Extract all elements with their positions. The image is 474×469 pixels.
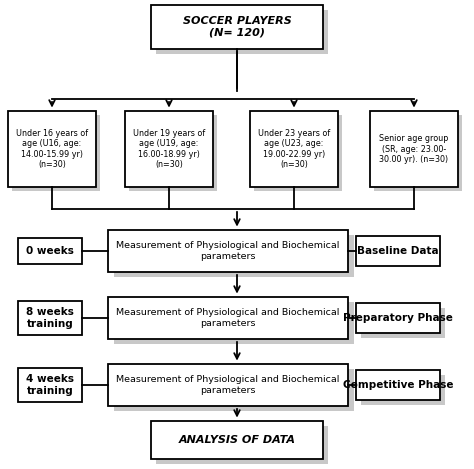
FancyBboxPatch shape (254, 115, 342, 191)
Text: 4 weeks
training: 4 weeks training (26, 374, 74, 396)
FancyBboxPatch shape (114, 369, 354, 411)
FancyBboxPatch shape (151, 421, 323, 459)
FancyBboxPatch shape (114, 235, 354, 277)
FancyBboxPatch shape (361, 308, 445, 338)
Text: Measurement of Physiological and Biochemical
parameters: Measurement of Physiological and Biochem… (116, 308, 340, 328)
Text: ANALYSIS OF DATA: ANALYSIS OF DATA (179, 435, 295, 445)
FancyBboxPatch shape (108, 364, 348, 406)
FancyBboxPatch shape (18, 368, 82, 402)
FancyBboxPatch shape (18, 238, 82, 264)
Text: Senior age group
(SR, age: 23.00-
30.00 yr). (n=30): Senior age group (SR, age: 23.00- 30.00 … (379, 134, 449, 164)
Text: Under 16 years of
age (U16, age:
14.00-15.99 yr)
(n=30): Under 16 years of age (U16, age: 14.00-1… (16, 129, 88, 169)
Text: Measurement of Physiological and Biochemical
parameters: Measurement of Physiological and Biochem… (116, 375, 340, 395)
FancyBboxPatch shape (356, 236, 440, 266)
Text: Preparatory Phase: Preparatory Phase (343, 313, 453, 323)
Text: SOCCER PLAYERS
(N= 120): SOCCER PLAYERS (N= 120) (182, 16, 292, 38)
FancyBboxPatch shape (156, 10, 328, 54)
FancyBboxPatch shape (108, 297, 348, 339)
FancyBboxPatch shape (18, 301, 82, 335)
FancyBboxPatch shape (125, 111, 213, 187)
FancyBboxPatch shape (356, 370, 440, 400)
FancyBboxPatch shape (250, 111, 338, 187)
FancyBboxPatch shape (12, 115, 100, 191)
Text: Under 23 years of
age (U23, age:
19.00-22.99 yr)
(n=30): Under 23 years of age (U23, age: 19.00-2… (258, 129, 330, 169)
Text: Under 19 years of
age (U19, age:
16.00-18.99 yr)
(n=30): Under 19 years of age (U19, age: 16.00-1… (133, 129, 205, 169)
Text: Baseline Data: Baseline Data (357, 246, 439, 256)
FancyBboxPatch shape (8, 111, 96, 187)
Text: 8 weeks
training: 8 weeks training (26, 307, 74, 329)
FancyBboxPatch shape (156, 426, 328, 464)
Text: Measurement of Physiological and Biochemical
parameters: Measurement of Physiological and Biochem… (116, 241, 340, 261)
FancyBboxPatch shape (108, 230, 348, 272)
FancyBboxPatch shape (370, 111, 458, 187)
Text: 0 weeks: 0 weeks (26, 246, 74, 256)
FancyBboxPatch shape (361, 375, 445, 405)
FancyBboxPatch shape (151, 5, 323, 49)
FancyBboxPatch shape (129, 115, 217, 191)
Text: Competitive Phase: Competitive Phase (343, 380, 453, 390)
FancyBboxPatch shape (356, 303, 440, 333)
FancyBboxPatch shape (114, 302, 354, 344)
FancyBboxPatch shape (374, 115, 462, 191)
